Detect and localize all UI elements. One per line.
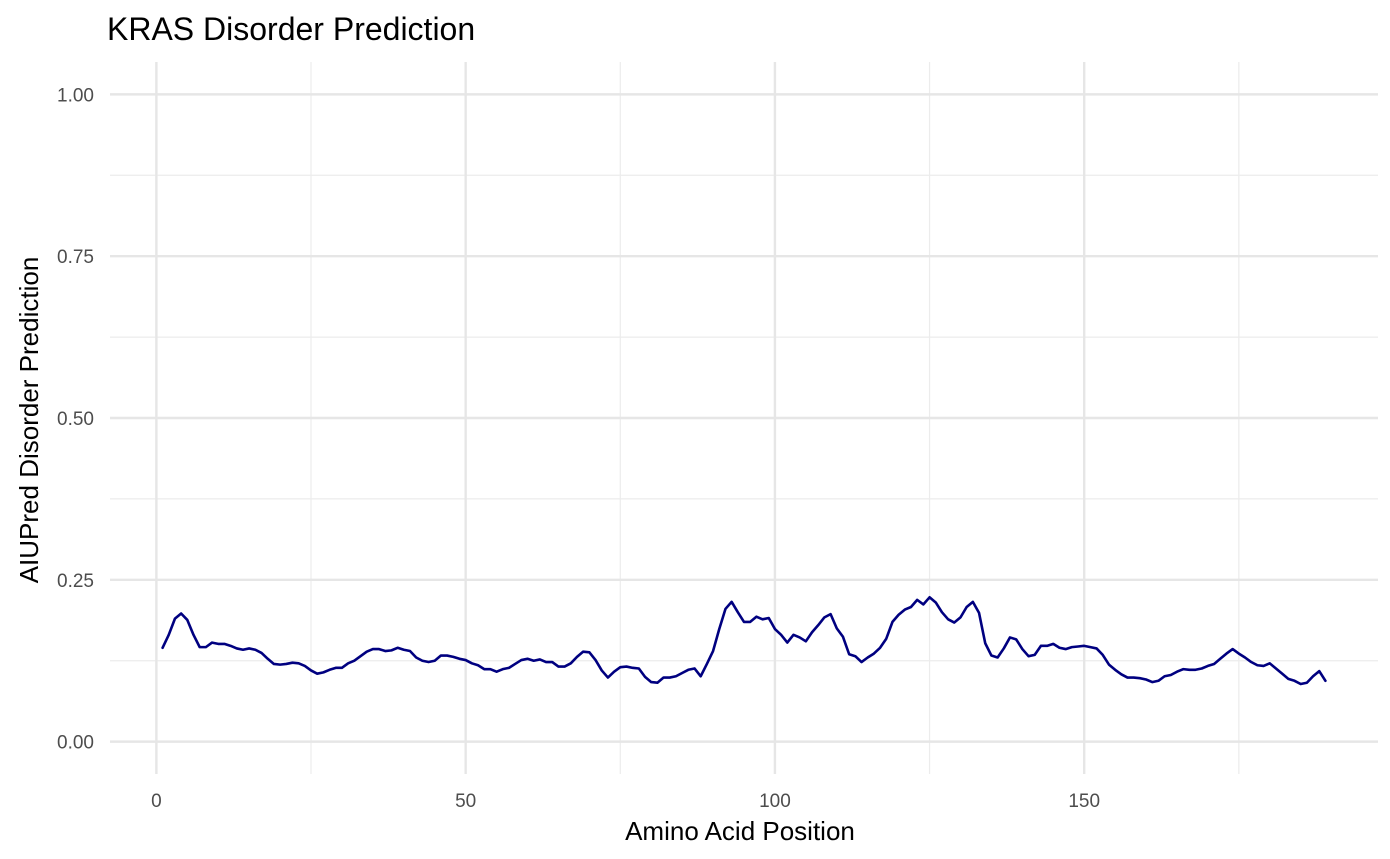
y-tick-label: 0.75 [57,247,94,268]
minor-gridlines [110,62,1378,774]
y-axis-ticks: 0.00 0.25 0.50 0.75 1.00 [57,85,94,753]
x-tick-label: 100 [759,791,791,812]
chart-title: KRAS Disorder Prediction [107,11,475,47]
major-gridlines [110,62,1378,774]
x-axis-title: Amino Acid Position [625,816,855,846]
x-tick-label: 50 [455,791,476,812]
x-axis-ticks: 0 50 100 150 [151,791,1100,812]
x-tick-label: 150 [1068,791,1100,812]
y-tick-label: 0.25 [57,571,94,592]
disorder-series-line [161,595,1327,686]
y-tick-label: 1.00 [57,85,94,106]
y-tick-label: 0.50 [57,409,94,430]
y-tick-label: 0.00 [57,733,94,754]
x-tick-label: 0 [151,791,162,812]
y-axis-title: AIUPred Disorder Prediction [14,257,44,584]
series-layer [161,595,1327,686]
